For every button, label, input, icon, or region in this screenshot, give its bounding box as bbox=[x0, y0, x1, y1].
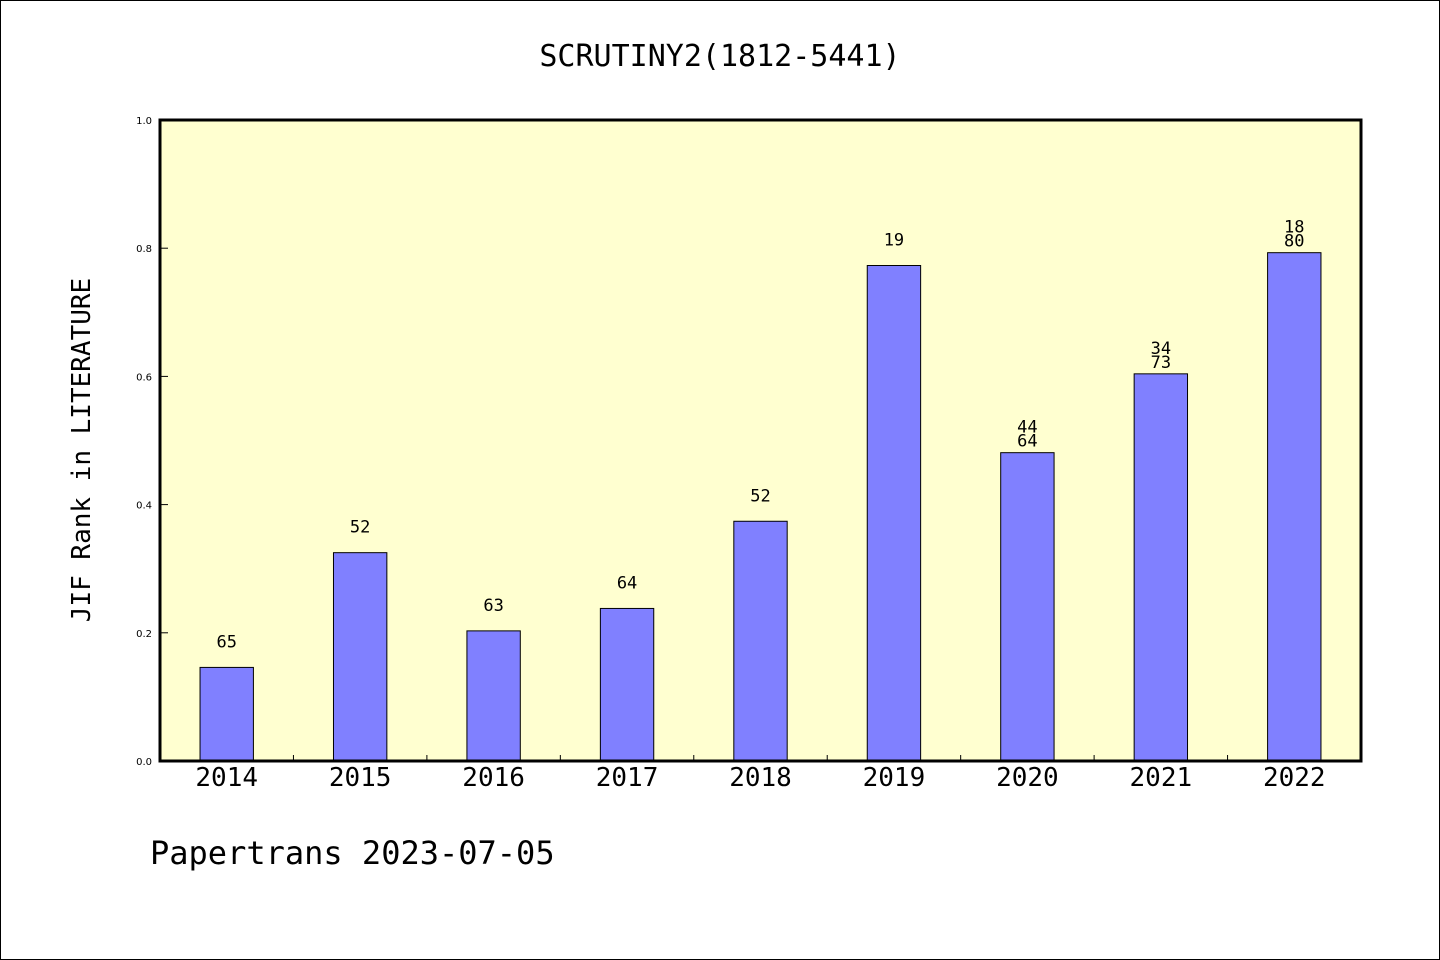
y-tick-label: 0.6 bbox=[136, 372, 152, 383]
y-axis-ticks: 0.0 0.2 0.4 0.6 0.8 1.0 bbox=[136, 116, 168, 768]
x-axis-ticks: 2014 2015 2016 2017 2018 2019 2020 2021 2022 bbox=[195, 755, 1326, 793]
x-tick-label-2015: 2015 bbox=[329, 763, 392, 793]
bars-group bbox=[199, 252, 1322, 762]
y-tick-label: 0.0 bbox=[136, 757, 152, 768]
bar-2022 bbox=[1267, 252, 1322, 762]
x-tick-label-2020: 2020 bbox=[996, 763, 1059, 793]
bar-label-2022-2: 80 bbox=[1284, 232, 1304, 252]
y-tick-label: 0.4 bbox=[136, 501, 152, 512]
plot-border bbox=[158, 118, 1363, 763]
y-tick-label: 0.8 bbox=[136, 244, 152, 255]
x-tick-label-2018: 2018 bbox=[729, 763, 792, 793]
bar-2021 bbox=[1133, 373, 1189, 762]
bar-2017 bbox=[599, 607, 655, 762]
bar-label-2015: 52 bbox=[350, 518, 370, 538]
bar-label-2016: 63 bbox=[483, 596, 503, 616]
bar-2018 bbox=[733, 520, 788, 762]
x-tick-label-2016: 2016 bbox=[462, 763, 525, 793]
bar-label-2021-1: 34 bbox=[1151, 339, 1171, 359]
bar-2016 bbox=[466, 630, 521, 762]
bar-label-2017: 64 bbox=[617, 573, 637, 593]
x-tick-label-2022: 2022 bbox=[1263, 763, 1326, 793]
x-tick-label-2014: 2014 bbox=[195, 763, 258, 793]
bar-label-2018: 52 bbox=[750, 486, 770, 506]
bar-label-2019: 19 bbox=[884, 231, 904, 251]
bar-label-2014: 65 bbox=[216, 632, 236, 652]
bar-2019 bbox=[866, 265, 922, 762]
y-axis-label: JIF Rank in LITERATURE bbox=[67, 278, 97, 622]
chart-title: SCRUTINY2(1812-5441) bbox=[539, 39, 900, 74]
x-tick-label-2021: 2021 bbox=[1130, 763, 1193, 793]
bar-label-2021-2: 73 bbox=[1151, 353, 1171, 373]
bar-2020 bbox=[1000, 452, 1055, 762]
bar-label-2020-1: 44 bbox=[1017, 418, 1037, 438]
y-tick-label: 0.2 bbox=[136, 629, 152, 640]
footer-text: Papertrans 2023-07-05 bbox=[150, 834, 555, 872]
x-tick-label-2017: 2017 bbox=[596, 763, 659, 793]
bar-label-2020-2: 64 bbox=[1017, 432, 1037, 452]
x-tick-label-2019: 2019 bbox=[863, 763, 926, 793]
bar-2014 bbox=[199, 666, 254, 762]
bar-2015 bbox=[332, 552, 388, 762]
bar-label-2022-1: 18 bbox=[1284, 218, 1304, 238]
y-tick-label: 1.0 bbox=[136, 116, 152, 127]
